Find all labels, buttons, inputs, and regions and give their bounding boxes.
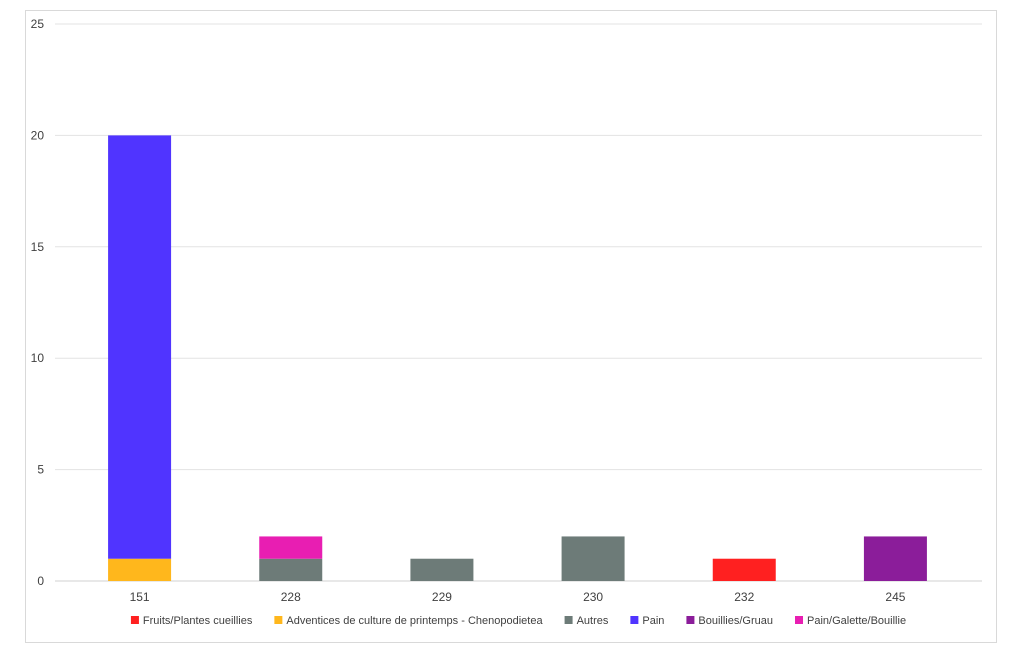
x-tick-label: 245 bbox=[885, 590, 905, 604]
legend-swatch bbox=[130, 616, 139, 624]
x-axis-tick-labels: 151 228 229 230 232 245 bbox=[130, 590, 906, 604]
y-tick-label: 15 bbox=[31, 240, 45, 254]
legend: Fruits/Plantes cueillies Adventices de cu… bbox=[130, 615, 906, 627]
y-tick-label: 10 bbox=[31, 351, 45, 365]
x-tick-label: 228 bbox=[281, 590, 301, 604]
gridlines bbox=[55, 23, 982, 582]
legend-label: Fruits/Plantes cueillies bbox=[143, 615, 253, 627]
bar-segment bbox=[108, 558, 172, 581]
legend-swatch bbox=[795, 616, 804, 624]
chart-frame bbox=[25, 10, 997, 643]
y-tick-label: 5 bbox=[37, 463, 44, 477]
bar-segment bbox=[863, 536, 927, 581]
x-tick-label: 230 bbox=[583, 590, 603, 604]
y-tick-label: 25 bbox=[31, 17, 45, 31]
bar-segment bbox=[561, 536, 625, 581]
bar-segment bbox=[410, 558, 474, 581]
legend-swatch bbox=[630, 616, 639, 624]
y-axis-tick-labels: 0 5 10 15 20 25 bbox=[31, 17, 45, 588]
y-tick-label: 0 bbox=[37, 574, 44, 588]
bar-segment bbox=[259, 558, 323, 581]
x-tick-label: 151 bbox=[130, 590, 150, 604]
x-tick-label: 229 bbox=[432, 590, 452, 604]
legend-swatch bbox=[686, 616, 695, 624]
bar-segment bbox=[108, 135, 172, 559]
legend-swatch bbox=[274, 616, 283, 624]
legend-label: Autres bbox=[577, 615, 609, 627]
bar-segment bbox=[712, 558, 776, 581]
x-tick-label: 232 bbox=[734, 590, 754, 604]
legend-swatch bbox=[564, 616, 573, 624]
legend-label: Adventices de culture de printemps - Che… bbox=[286, 615, 543, 627]
legend-label: Bouillies/Gruau bbox=[698, 615, 773, 627]
legend-label: Pain bbox=[642, 615, 664, 627]
bars bbox=[108, 135, 927, 581]
y-tick-label: 20 bbox=[31, 128, 45, 142]
legend-label: Pain/Galette/Bouillie bbox=[807, 615, 906, 627]
bar-segment bbox=[259, 536, 323, 559]
